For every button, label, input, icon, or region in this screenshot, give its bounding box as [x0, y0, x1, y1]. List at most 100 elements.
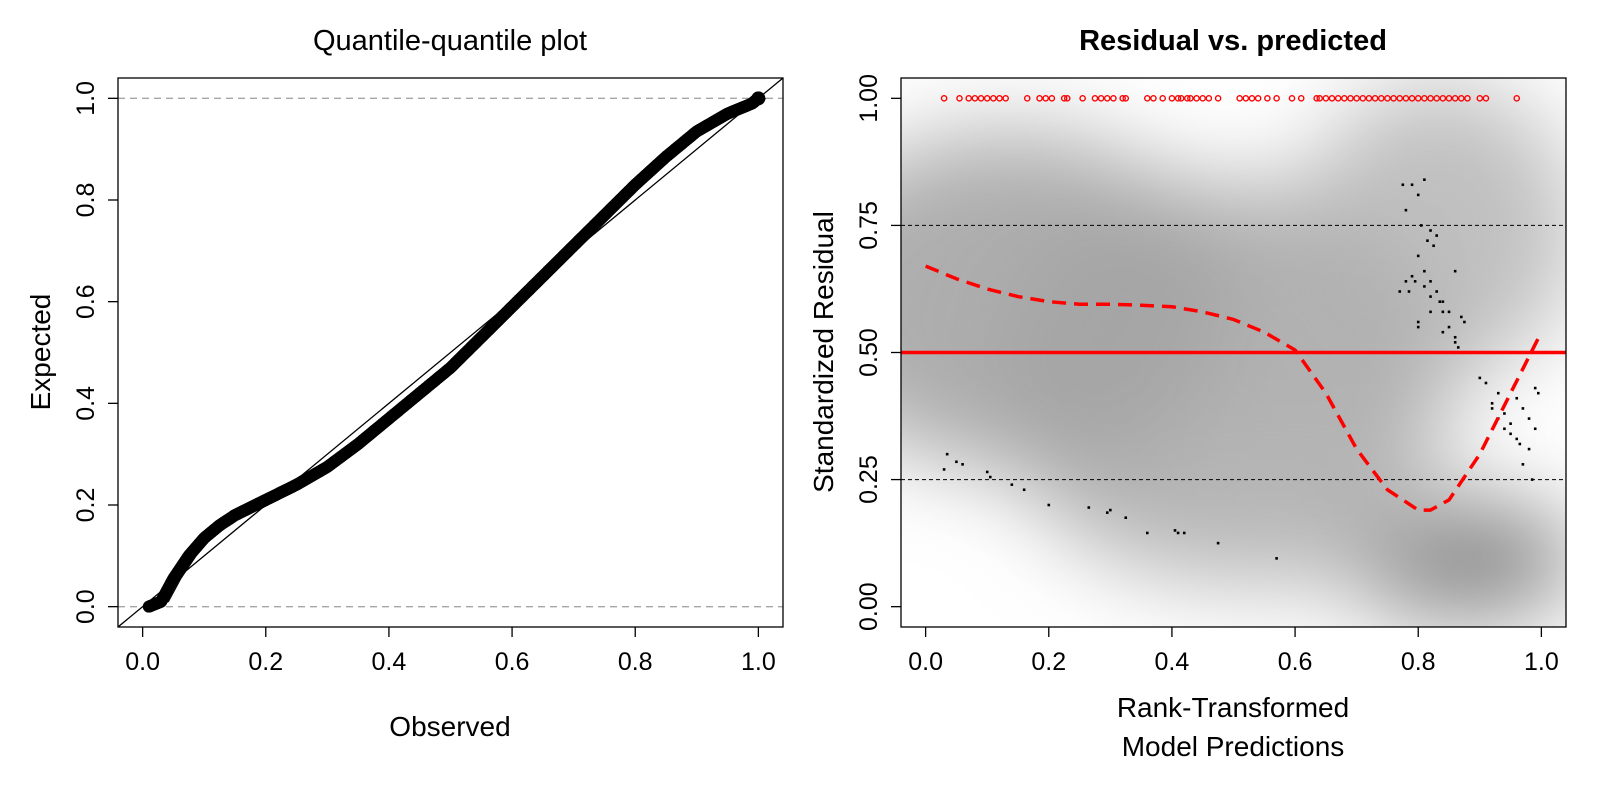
- qq-y-tick-label: 0.8: [72, 183, 100, 218]
- residual-point: [1453, 341, 1457, 344]
- density-background: [901, 80, 1566, 620]
- residual-point: [1460, 315, 1463, 319]
- residual-point: [1429, 229, 1432, 232]
- qq-plot-title: Quantile-quantile plot: [313, 25, 587, 57]
- residual-point: [1176, 531, 1180, 535]
- residual-point: [1509, 422, 1512, 425]
- residual-point: [1182, 531, 1186, 535]
- outlier-point: [1103, 95, 1111, 102]
- residual-point: [1022, 488, 1026, 492]
- residual-point: [1401, 183, 1405, 187]
- outlier-point: [1002, 95, 1009, 102]
- outlier-point: [1414, 95, 1422, 102]
- qq-plot-area: [118, 78, 783, 627]
- outlier-point: [1402, 95, 1410, 102]
- outlier-point: [1254, 95, 1262, 102]
- residual-point: [1447, 325, 1451, 329]
- outlier-point: [1187, 95, 1194, 102]
- residual-point: [1429, 310, 1432, 314]
- residual-point: [1438, 300, 1442, 303]
- residual-point: [1536, 391, 1540, 395]
- outlier-point: [940, 95, 948, 102]
- outlier-point: [1177, 95, 1185, 102]
- residual-point: [1453, 269, 1457, 273]
- outlier-point: [1347, 95, 1354, 102]
- residual-point: [1416, 193, 1420, 197]
- outlier-point: [1236, 95, 1243, 102]
- qq-x-tick-label: 0.8: [618, 648, 653, 676]
- outlier-point: [1122, 95, 1130, 102]
- outlier-point: [1063, 95, 1071, 102]
- residual-point: [1478, 376, 1482, 380]
- residual-point: [1275, 557, 1278, 560]
- residual-point: [1124, 516, 1128, 520]
- residual-point: [1484, 381, 1488, 385]
- residual-y-tick-label: 0.50: [855, 328, 883, 377]
- outlier-point: [1168, 95, 1176, 102]
- residual-point: [1404, 280, 1408, 283]
- residual-point: [1420, 224, 1423, 227]
- residual-x-axis: 0.0 0.2 0.4 0.6 0.8 1.0: [908, 627, 1559, 676]
- residual-point: [1109, 508, 1112, 512]
- outlier-point: [1458, 95, 1465, 102]
- residual-point: [1047, 503, 1051, 507]
- outlier-point: [1384, 95, 1391, 102]
- residual-x-axis-label-line-2: Model Predictions: [1122, 731, 1345, 762]
- density-blob-upper-right: [1300, 80, 1566, 380]
- qq-y-tick-label: 1.0: [72, 81, 100, 116]
- residual-point: [1435, 234, 1438, 237]
- residual-point: [1416, 325, 1420, 329]
- outlier-point: [1097, 95, 1105, 102]
- outlier-point: [1264, 95, 1271, 102]
- outlier-point: [1214, 95, 1222, 102]
- qq-y-tick-label: 0.6: [72, 284, 100, 319]
- residual-x-tick-label: 0.4: [1155, 648, 1190, 676]
- qq-y-tick-label: 0.2: [72, 488, 100, 523]
- residual-point: [1426, 239, 1429, 242]
- outlier-point: [1334, 95, 1342, 102]
- outlier-point: [977, 95, 985, 102]
- residual-point: [985, 470, 989, 474]
- outlier-point: [1248, 95, 1256, 102]
- residual-y-tick-label: 0.00: [855, 582, 883, 631]
- residual-x-tick-label: 1.0: [1524, 648, 1559, 676]
- outlier-point: [971, 95, 979, 102]
- residual-point: [1509, 432, 1512, 436]
- outlier-point: [1390, 95, 1397, 102]
- residual-point: [945, 452, 949, 456]
- residual-x-tick-label: 0.0: [908, 648, 943, 676]
- density-blob-lower-center: [1130, 450, 1430, 590]
- residual-x-tick-label: 0.8: [1401, 648, 1436, 676]
- residual-point: [1503, 427, 1506, 431]
- outlier-point: [1328, 95, 1336, 102]
- residual-point: [1410, 274, 1414, 278]
- residual-point: [1521, 407, 1525, 410]
- residual-point: [1173, 529, 1177, 532]
- outlier-point: [1273, 95, 1280, 102]
- residual-y-tick-label: 0.25: [855, 455, 883, 504]
- outlier-point: [1205, 95, 1213, 102]
- residual-point: [1145, 531, 1149, 535]
- outlier-point: [956, 95, 963, 102]
- qq-x-tick-label: 1.0: [741, 648, 776, 676]
- outlier-point: [1377, 95, 1385, 102]
- residual-point: [1423, 178, 1426, 181]
- residual-y-tick-label: 1.00: [855, 74, 883, 123]
- qq-x-tick-label: 0.0: [125, 648, 160, 676]
- outlier-point: [983, 95, 991, 102]
- outlier-point: [1174, 95, 1182, 102]
- qq-points: [142, 91, 767, 613]
- outlier-point: [1023, 95, 1031, 102]
- qq-band-edge: [155, 97, 767, 608]
- qq-plot-frame: [117, 77, 784, 628]
- outlier-point: [1288, 95, 1296, 102]
- residual-point: [1429, 295, 1432, 298]
- outlier-point: [1119, 95, 1126, 102]
- outlier-point: [1297, 95, 1305, 102]
- outlier-point: [1359, 95, 1367, 102]
- outlier-point: [1341, 95, 1348, 102]
- residual-point: [1087, 506, 1091, 509]
- residual-point: [1416, 320, 1420, 324]
- outlier-point: [965, 95, 973, 102]
